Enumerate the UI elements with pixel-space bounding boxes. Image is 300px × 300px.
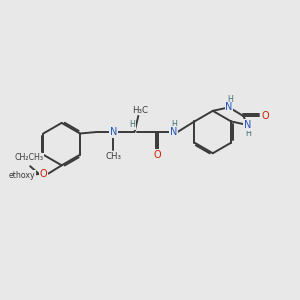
Text: CH₂CH₃: CH₂CH₃ <box>15 153 44 162</box>
Text: ethoxy: ethoxy <box>9 170 35 179</box>
Text: H₃C: H₃C <box>132 106 148 115</box>
Text: H: H <box>245 129 251 138</box>
Text: N: N <box>170 127 178 137</box>
Text: H: H <box>172 120 178 129</box>
Text: O: O <box>262 111 269 121</box>
Text: O: O <box>40 169 47 178</box>
Text: CH₃: CH₃ <box>105 152 121 161</box>
Text: H: H <box>129 120 135 129</box>
Text: N: N <box>225 102 233 112</box>
Text: H: H <box>227 94 233 103</box>
Text: O: O <box>154 150 162 160</box>
Text: N: N <box>244 120 251 130</box>
Text: N: N <box>110 127 117 137</box>
